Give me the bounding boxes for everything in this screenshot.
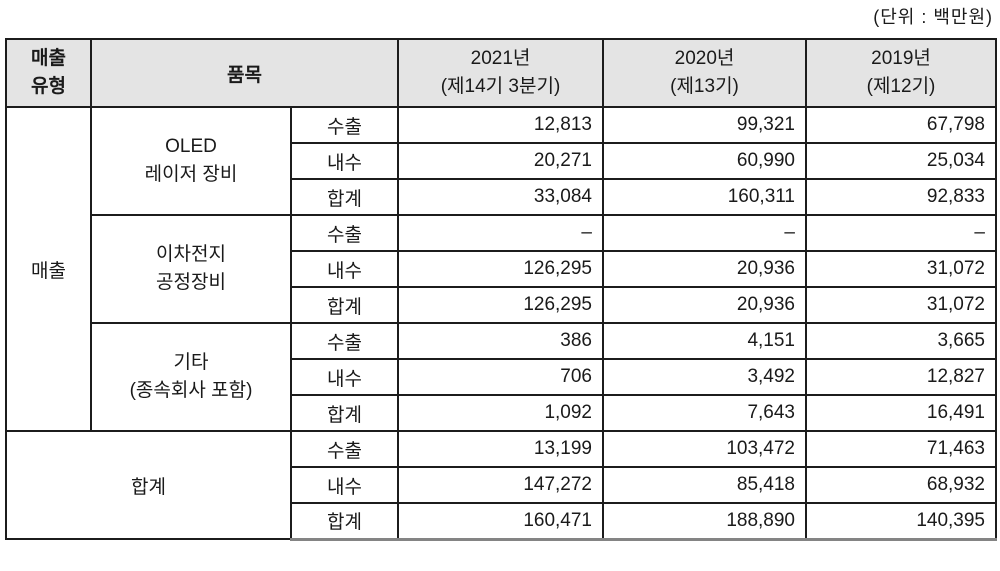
value-2019: 31,072 xyxy=(805,250,997,288)
value-2019: 12,827 xyxy=(805,358,997,396)
value-2021: 126,295 xyxy=(397,286,604,324)
channel-cell: 합계 xyxy=(290,178,399,216)
channel-cell: 수출 xyxy=(290,430,399,468)
table-row: 기타 (종속회사 포함) 수출 386 4,151 3,665 xyxy=(6,322,997,432)
item-cell-other: 기타 (종속회사 포함) xyxy=(90,322,292,432)
header-item: 품목 xyxy=(90,38,399,108)
channel-cell: 내수 xyxy=(290,358,399,396)
value-2019: 31,072 xyxy=(805,286,997,324)
table-row: 내수 706 3,492 12,827 xyxy=(6,358,997,396)
value-2019: 3,665 xyxy=(805,322,997,360)
value-2021: 160,471 xyxy=(397,502,604,541)
channel-cell: 내수 xyxy=(290,466,399,504)
header-year-2019: 2019년 (제12기) xyxy=(805,38,997,108)
value-2020: – xyxy=(602,214,807,252)
channel-cell: 합계 xyxy=(290,394,399,432)
channel-cell: 수출 xyxy=(290,322,399,360)
value-2019: 25,034 xyxy=(805,142,997,180)
value-2021: 33,084 xyxy=(397,178,604,216)
value-2021: 126,295 xyxy=(397,250,604,288)
channel-cell: 수출 xyxy=(290,106,399,144)
sales-type-cell: 매출 xyxy=(5,106,92,432)
value-2021: 20,271 xyxy=(397,142,604,180)
channel-cell: 내수 xyxy=(290,250,399,288)
channel-cell: 내수 xyxy=(290,142,399,180)
sales-breakdown-table: 매출 유형 품목 2021년 (제14기 3분기) 2020년 (제13기) 2… xyxy=(5,38,997,541)
table-row: 내수 126,295 20,936 31,072 xyxy=(6,250,997,288)
table-row: 합계 1,092 7,643 16,491 xyxy=(6,394,997,432)
value-2021: 147,272 xyxy=(397,466,604,504)
header-sales-type: 매출 유형 xyxy=(5,38,92,108)
value-2021: – xyxy=(397,214,604,252)
value-2020: 85,418 xyxy=(602,466,807,504)
item-cell-battery: 이차전지 공정장비 xyxy=(90,214,292,324)
value-2019: 71,463 xyxy=(805,430,997,468)
value-2019: 16,491 xyxy=(805,394,997,432)
value-2021: 12,813 xyxy=(397,106,604,144)
value-2019: 92,833 xyxy=(805,178,997,216)
grand-total-label-cell: 합계 xyxy=(5,430,292,540)
value-2019: 140,395 xyxy=(805,502,997,541)
value-2021: 1,092 xyxy=(397,394,604,432)
table-row: 합계 수출 13,199 103,472 71,463 xyxy=(5,430,997,540)
item-cell-oled: OLED 레이저 장비 xyxy=(90,106,292,216)
header-year-2020: 2020년 (제13기) xyxy=(602,38,807,108)
table-row: 합계 126,295 20,936 31,072 xyxy=(6,286,997,324)
value-2020: 4,151 xyxy=(602,322,807,360)
value-2019: – xyxy=(805,214,997,252)
value-2019: 68,932 xyxy=(805,466,997,504)
value-2020: 20,936 xyxy=(602,286,807,324)
value-2021: 386 xyxy=(397,322,604,360)
table-row: 합계 33,084 160,311 92,833 xyxy=(6,178,997,216)
value-2020: 103,472 xyxy=(602,430,807,468)
value-2020: 3,492 xyxy=(602,358,807,396)
value-2020: 60,990 xyxy=(602,142,807,180)
channel-cell: 합계 xyxy=(290,502,399,541)
table-row: 매출 OLED 레이저 장비 수출 12,813 99,321 67,798 xyxy=(5,106,997,432)
value-2020: 160,311 xyxy=(602,178,807,216)
table-row: 합계 160,471 188,890 140,395 xyxy=(6,502,997,541)
table-row: 이차전지 공정장비 수출 – – – xyxy=(6,214,997,324)
table-row: 내수 20,271 60,990 25,034 xyxy=(6,142,997,180)
value-2020: 7,643 xyxy=(602,394,807,432)
value-2020: 188,890 xyxy=(602,502,807,541)
unit-label: (단위 : 백만원) xyxy=(873,7,993,27)
header-year-2021: 2021년 (제14기 3분기) xyxy=(397,38,604,108)
channel-cell: 합계 xyxy=(290,286,399,324)
channel-cell: 수출 xyxy=(290,214,399,252)
header-row: 매출 유형 품목 2021년 (제14기 3분기) 2020년 (제13기) 2… xyxy=(5,38,997,108)
value-2021: 706 xyxy=(397,358,604,396)
value-2020: 20,936 xyxy=(602,250,807,288)
value-2019: 67,798 xyxy=(805,106,997,144)
value-2020: 99,321 xyxy=(602,106,807,144)
value-2021: 13,199 xyxy=(397,430,604,468)
table-row: 내수 147,272 85,418 68,932 xyxy=(6,466,997,504)
